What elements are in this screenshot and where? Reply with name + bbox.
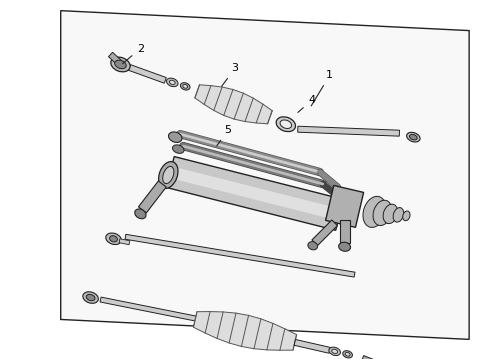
Polygon shape <box>139 181 166 213</box>
Ellipse shape <box>159 162 178 189</box>
Ellipse shape <box>183 85 188 88</box>
Ellipse shape <box>106 233 122 244</box>
Ellipse shape <box>383 204 398 224</box>
Ellipse shape <box>169 132 182 143</box>
Polygon shape <box>108 52 125 69</box>
Polygon shape <box>298 126 399 136</box>
Polygon shape <box>194 312 296 350</box>
Ellipse shape <box>280 120 292 129</box>
Polygon shape <box>167 157 343 230</box>
Ellipse shape <box>110 236 118 242</box>
Ellipse shape <box>410 134 417 140</box>
Ellipse shape <box>332 349 338 354</box>
Ellipse shape <box>339 242 350 251</box>
Text: 4: 4 <box>298 95 315 112</box>
Polygon shape <box>61 11 469 339</box>
Ellipse shape <box>276 117 295 132</box>
Polygon shape <box>100 297 201 322</box>
Ellipse shape <box>83 292 98 303</box>
Ellipse shape <box>111 57 130 72</box>
Ellipse shape <box>308 242 318 250</box>
Ellipse shape <box>407 132 420 142</box>
Ellipse shape <box>180 83 190 90</box>
Text: 2: 2 <box>122 44 144 64</box>
Polygon shape <box>340 220 349 243</box>
Text: 3: 3 <box>222 63 239 86</box>
Ellipse shape <box>345 352 350 356</box>
Ellipse shape <box>163 166 174 184</box>
Polygon shape <box>195 85 272 124</box>
Polygon shape <box>362 356 393 360</box>
Ellipse shape <box>170 80 175 85</box>
Polygon shape <box>119 239 130 245</box>
Polygon shape <box>169 166 341 221</box>
Polygon shape <box>325 185 364 228</box>
Polygon shape <box>294 339 330 353</box>
Ellipse shape <box>373 200 392 225</box>
Polygon shape <box>312 220 338 246</box>
Ellipse shape <box>172 145 184 153</box>
Polygon shape <box>128 65 166 83</box>
Polygon shape <box>125 234 355 277</box>
Ellipse shape <box>403 211 410 221</box>
Ellipse shape <box>363 196 386 228</box>
Ellipse shape <box>329 347 341 356</box>
Ellipse shape <box>115 60 126 69</box>
Ellipse shape <box>343 351 352 358</box>
Ellipse shape <box>167 78 178 87</box>
Text: 1: 1 <box>311 71 333 106</box>
Text: 5: 5 <box>217 125 232 146</box>
Ellipse shape <box>86 294 95 301</box>
Ellipse shape <box>393 208 404 222</box>
Ellipse shape <box>135 209 146 219</box>
